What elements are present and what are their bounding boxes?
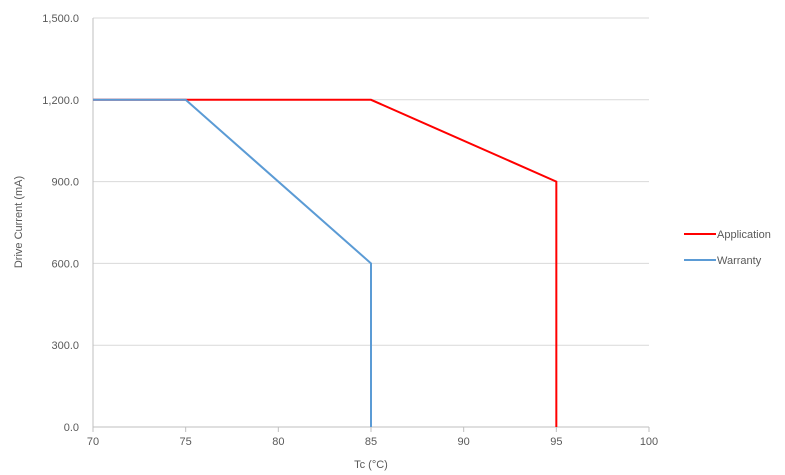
series-lines — [93, 98, 558, 427]
y-axis-title: Drive Current (mA) — [13, 176, 25, 268]
y-tick-label: 0.0 — [64, 422, 79, 434]
x-axis-title: Tc (°C) — [354, 459, 388, 471]
y-tick-label: 900.0 — [51, 177, 79, 189]
x-tick-label: 75 — [180, 436, 192, 448]
x-tick-label: 85 — [365, 436, 377, 448]
legend-label-warranty: Warranty — [717, 255, 762, 267]
x-tick-label: 80 — [272, 436, 284, 448]
tick-labels: 0.0 300.0 600.0 900.0 1,200.0 1,500.0 70 75 80 85… — [42, 13, 658, 448]
x-tick-label: 90 — [458, 436, 470, 448]
y-tick-label: 300.0 — [51, 340, 79, 352]
series-line-warranty — [93, 98, 372, 427]
x-tick-label: 95 — [550, 436, 562, 448]
y-tick-label: 1,200.0 — [42, 95, 79, 107]
legend-label-application: Application — [717, 229, 771, 241]
x-tick-label: 100 — [640, 436, 658, 448]
y-tick-label: 600.0 — [51, 258, 79, 270]
y-tick-label: 1,500.0 — [42, 13, 79, 25]
legend: Application Warranty — [684, 229, 771, 267]
series-line-application — [93, 98, 558, 427]
x-tick-label: 70 — [87, 436, 99, 448]
